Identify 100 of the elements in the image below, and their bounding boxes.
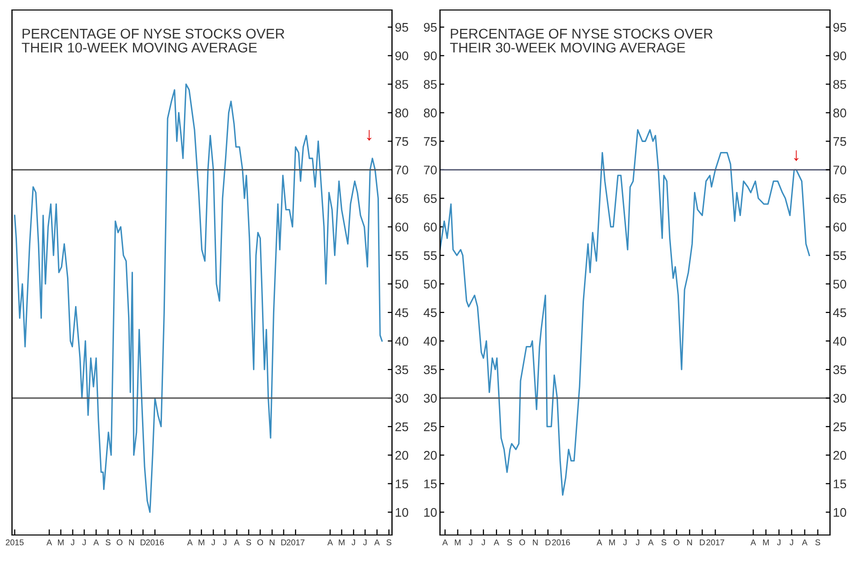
y2-tick-label: 40 <box>395 336 408 346</box>
x-tick-label: O <box>116 539 122 546</box>
y-tick-label: 70 <box>424 166 437 174</box>
y-tick-label: 80 <box>424 108 437 118</box>
y2-tick-label: 45 <box>395 308 408 318</box>
y2-tick-label: 60 <box>833 222 846 232</box>
x-tick-label: N <box>687 539 692 546</box>
y-tick-label: 40 <box>424 336 437 346</box>
y2-tick-label: 35 <box>833 365 846 374</box>
x-tick-label: M <box>454 539 460 546</box>
y2-tick-label: 25 <box>833 422 846 432</box>
x-tick-label: O <box>519 539 526 546</box>
x-tick-label: S <box>106 539 110 546</box>
x-tick-label: A <box>93 539 99 546</box>
x-tick-label: O <box>257 539 264 546</box>
y2-tick-label: 80 <box>833 108 846 118</box>
y2-tick-label: 90 <box>833 51 846 60</box>
x-tick-label: J <box>70 539 74 546</box>
y2-tick-label: 45 <box>833 308 846 318</box>
x-tick-label: A <box>750 539 756 546</box>
x-tick-label: D <box>546 539 551 546</box>
y2-tick-label: 70 <box>833 166 846 174</box>
x-tick-label: A <box>374 539 380 546</box>
line-series <box>14 83 383 513</box>
y-tick-label: 75 <box>424 137 437 146</box>
x-tick-label: 2017 <box>706 539 724 546</box>
y-tick-label: 50 <box>424 280 437 289</box>
y2-tick-label: 25 <box>395 422 408 432</box>
y2-tick-label: 85 <box>833 80 846 89</box>
y2-tick-label: 15 <box>834 480 846 488</box>
x-tick-label: M <box>338 539 344 546</box>
y-tick-label: 10 <box>424 508 437 517</box>
x-tick-label: J <box>636 539 640 546</box>
x-tick-label: J <box>777 539 780 546</box>
y-tick-label: 55 <box>424 251 437 260</box>
x-tick-label: S <box>246 539 252 546</box>
x-tick-label: 2016 <box>552 539 570 546</box>
y2-tick-label: 35 <box>395 365 408 374</box>
x-tick-label: J <box>468 539 472 546</box>
annotation: ↓ <box>367 130 372 141</box>
x-tick-label: M <box>58 539 64 546</box>
y2-tick-label: 55 <box>833 251 846 260</box>
y2-tick-label: 70 <box>395 166 408 174</box>
x-tick-label: A <box>187 539 193 546</box>
x-tick-label: J <box>222 539 226 546</box>
y2-tick-label: 65 <box>833 194 846 203</box>
x-tick-label: J <box>352 539 356 546</box>
y2-tick-label: 95 <box>395 22 408 32</box>
x-tick-label: S <box>507 539 512 546</box>
x-tick-label: D <box>700 539 705 546</box>
x-tick-label: N <box>129 539 134 546</box>
text: PERCENTAGE OF NYSE STOCKS OVER THEIR 10-WEEK MOVING AVERAGE <box>22 28 284 53</box>
y2-tick-label: 75 <box>395 137 408 146</box>
y2-tick-label: 50 <box>833 280 846 289</box>
text: PERCENTAGE OF NYSE STOCKS OVER THEIR 30-WEEK MOVING AVERAGE <box>450 28 713 53</box>
y2-tick-label: 15 <box>396 480 408 488</box>
x-tick-label: J <box>623 539 627 546</box>
x-tick-label: 2016 <box>146 539 164 546</box>
y-tick-label: 85 <box>424 80 437 89</box>
y2-tick-label: 55 <box>395 251 408 260</box>
x-tick-label: S <box>661 539 666 546</box>
y2-tick-label: 10 <box>834 508 846 517</box>
x-tick-label: A <box>596 539 602 546</box>
x-tick-label: D <box>281 539 286 546</box>
x-tick-label: A <box>648 539 654 546</box>
x-tick-label: J <box>790 539 794 546</box>
x-tick-label: N <box>270 539 274 546</box>
y-tick-label: 35 <box>424 365 437 374</box>
x-tick-label: J <box>481 539 485 546</box>
y2-tick-label: 40 <box>833 336 846 346</box>
x-tick-label: N <box>532 539 538 546</box>
y-tick-label: 90 <box>424 51 437 60</box>
x-tick-label: A <box>802 539 808 546</box>
y-tick-label: 20 <box>424 450 437 460</box>
x-tick-label: J <box>211 539 215 546</box>
x-tick-label: A <box>327 539 333 546</box>
y-tick-label: 15 <box>424 480 437 488</box>
y2-tick-label: 20 <box>395 450 408 460</box>
x-tick-label: S <box>815 539 820 546</box>
y2-tick-label: 65 <box>395 194 408 203</box>
y-tick-label: 45 <box>424 308 437 318</box>
y2-tick-label: 75 <box>833 137 846 146</box>
x-tick-label: M <box>198 539 204 546</box>
x-tick-label: M <box>609 539 615 546</box>
y-tick-label: 65 <box>424 194 437 203</box>
y2-tick-label: 85 <box>395 80 408 89</box>
x-tick-label: A <box>46 539 52 546</box>
x-tick-label: J <box>82 539 86 546</box>
x-tick-label: O <box>674 539 680 546</box>
y2-tick-label: 95 <box>833 22 846 32</box>
x-tick-label: S <box>386 539 392 546</box>
x-tick-label: M <box>763 539 769 546</box>
y-tick-label: 95 <box>424 22 437 32</box>
y2-tick-label: 30 <box>395 394 408 403</box>
y2-tick-label: 90 <box>395 51 408 60</box>
y2-tick-label: 60 <box>395 222 408 232</box>
y2-tick-label: 80 <box>395 108 408 118</box>
y2-tick-label: 50 <box>395 280 408 289</box>
annotation: ↓ <box>794 150 798 162</box>
y2-tick-label: 10 <box>396 508 408 517</box>
